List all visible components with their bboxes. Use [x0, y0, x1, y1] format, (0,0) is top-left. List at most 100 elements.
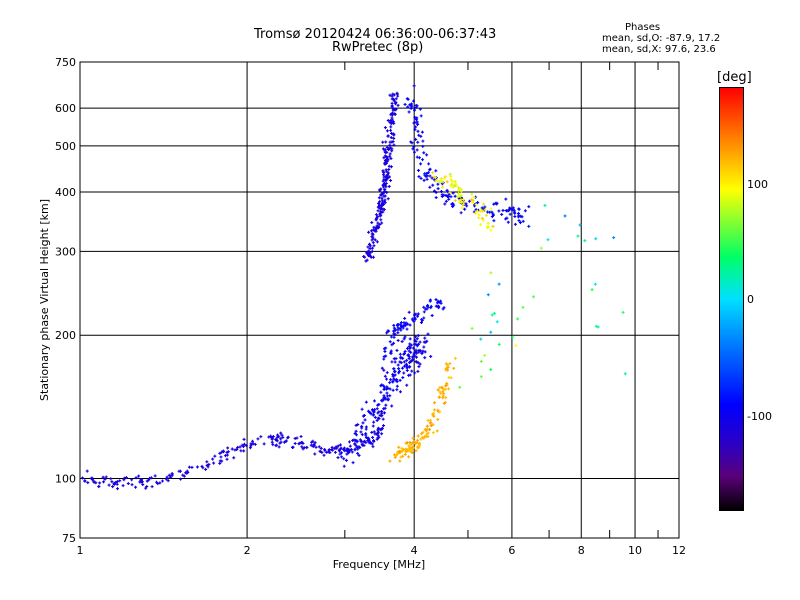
data-point — [392, 326, 396, 330]
y-tick-label: 100 — [55, 473, 76, 486]
data-point — [385, 391, 389, 395]
data-point — [517, 207, 521, 211]
data-point — [388, 394, 392, 398]
data-point — [396, 94, 400, 98]
data-point — [401, 356, 405, 360]
data-point — [405, 383, 409, 387]
data-point — [111, 485, 115, 489]
data-point — [407, 349, 411, 353]
data-point — [386, 197, 390, 201]
data-point — [147, 478, 151, 482]
data-point — [511, 335, 515, 339]
data-point — [452, 203, 456, 207]
data-point — [477, 216, 481, 220]
data-point — [378, 200, 382, 204]
data-point — [414, 339, 418, 343]
data-point — [353, 438, 357, 442]
data-point — [313, 441, 317, 445]
data-point — [103, 477, 107, 481]
data-point — [403, 452, 407, 456]
data-point — [144, 486, 148, 490]
data-point — [140, 478, 144, 482]
data-point — [360, 407, 364, 411]
y-tick-label: 750 — [55, 56, 76, 69]
data-point — [563, 214, 567, 218]
data-point — [242, 437, 246, 441]
data-point — [479, 223, 483, 227]
data-point — [413, 351, 417, 355]
data-point — [501, 208, 505, 212]
data-point — [421, 436, 425, 440]
data-point — [376, 428, 380, 432]
data-point — [380, 221, 384, 225]
data-point — [378, 427, 382, 431]
data-point — [377, 201, 381, 205]
data-point — [377, 435, 381, 439]
data-point — [413, 354, 417, 358]
data-point — [415, 355, 419, 359]
data-point — [380, 383, 384, 387]
data-point — [407, 355, 411, 359]
data-point — [390, 94, 394, 98]
data-point — [593, 282, 597, 286]
data-point — [415, 344, 419, 348]
data-point — [513, 211, 517, 215]
data-point — [500, 212, 504, 216]
data-point — [122, 476, 126, 480]
data-point — [190, 465, 194, 469]
data-point — [375, 240, 379, 244]
data-point — [483, 353, 487, 357]
data-point — [149, 476, 153, 480]
data-point — [225, 457, 229, 461]
data-point — [383, 161, 387, 165]
data-point — [508, 206, 512, 210]
data-point — [399, 361, 403, 365]
data-point — [415, 155, 419, 159]
data-point — [354, 423, 358, 427]
data-point — [94, 481, 98, 485]
data-point — [419, 437, 423, 441]
data-point — [399, 321, 403, 325]
data-point — [429, 424, 433, 428]
data-point — [398, 449, 402, 453]
data-point — [410, 369, 414, 373]
data-point — [419, 349, 423, 353]
data-point — [422, 316, 426, 320]
data-point — [421, 158, 425, 162]
data-point — [242, 449, 246, 453]
data-point — [417, 168, 421, 172]
data-point — [401, 376, 405, 380]
data-point — [379, 203, 383, 207]
data-point — [140, 480, 144, 484]
data-point — [437, 300, 441, 304]
data-point — [353, 431, 357, 435]
data-point — [382, 173, 386, 177]
data-point — [377, 196, 381, 200]
data-point — [457, 186, 461, 190]
data-point — [389, 136, 393, 140]
data-point — [371, 445, 375, 449]
data-point — [393, 112, 397, 116]
colorbar-tick-0: 0 — [747, 293, 754, 306]
data-point — [389, 112, 393, 116]
data-point — [415, 120, 419, 124]
data-point — [379, 218, 383, 222]
data-point — [271, 443, 275, 447]
data-point — [145, 485, 149, 489]
data-point — [442, 401, 446, 405]
data-point — [395, 380, 399, 384]
data-point — [392, 335, 396, 339]
data-point — [392, 377, 396, 381]
data-point — [333, 450, 337, 454]
data-point — [407, 373, 411, 377]
data-point — [89, 476, 93, 480]
data-point — [239, 449, 243, 453]
data-point — [317, 445, 321, 449]
data-point — [409, 350, 413, 354]
data-point — [492, 219, 496, 223]
data-point — [447, 197, 451, 201]
data-point — [392, 367, 396, 371]
data-point — [381, 417, 385, 421]
data-point — [409, 140, 413, 144]
